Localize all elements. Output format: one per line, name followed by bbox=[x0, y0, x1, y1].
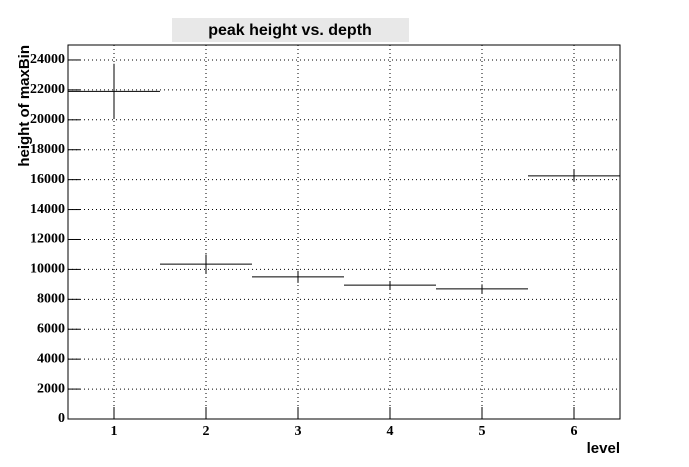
y-tick-label: 12000 bbox=[30, 232, 65, 247]
y-tick-label: 16000 bbox=[30, 172, 65, 187]
y-tick-label: 24000 bbox=[30, 52, 65, 67]
title-box bbox=[172, 18, 409, 42]
y-tick-label: 8000 bbox=[37, 292, 65, 307]
y-tick-label: 18000 bbox=[30, 142, 65, 157]
y-tick-label: 6000 bbox=[37, 321, 65, 336]
x-tick-label: 6 bbox=[571, 424, 578, 439]
y-axis-label: height of maxBin bbox=[16, 45, 33, 167]
x-tick-label: 2 bbox=[203, 424, 210, 439]
x-axis-label: level bbox=[587, 440, 620, 457]
plot-frame bbox=[67, 44, 621, 420]
y-tick-label: 10000 bbox=[30, 262, 65, 277]
x-tick-label: 5 bbox=[479, 424, 486, 439]
y-tick-label: 22000 bbox=[30, 82, 65, 97]
y-tick-label: 4000 bbox=[37, 351, 65, 366]
y-tick-label: 0 bbox=[58, 411, 65, 426]
chart-title: peak height vs. depth bbox=[208, 22, 372, 39]
x-tick-label: 3 bbox=[295, 424, 302, 439]
y-tick-label: 14000 bbox=[30, 202, 65, 217]
x-tick-label: 1 bbox=[111, 424, 118, 439]
x-tick-label: 4 bbox=[387, 424, 394, 439]
y-tick-label: 2000 bbox=[37, 381, 65, 396]
y-tick-label: 20000 bbox=[30, 112, 65, 127]
